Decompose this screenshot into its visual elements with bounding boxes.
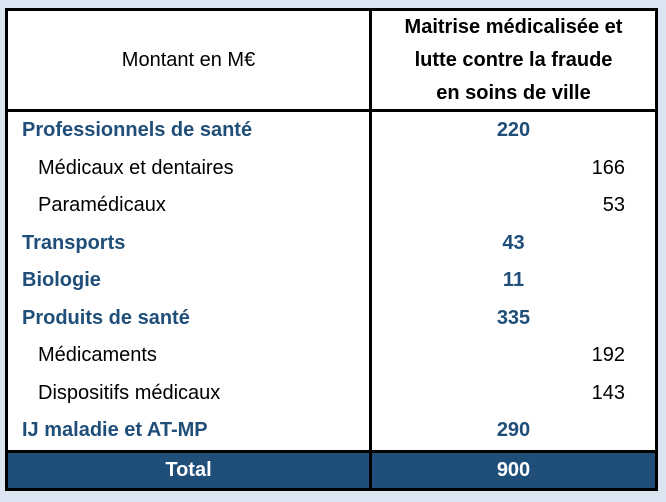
table-row: Professionnels de santé 220 <box>8 112 655 150</box>
total-row: Total 900 <box>8 449 655 488</box>
row-value: 335 <box>496 306 531 329</box>
row-value: 43 <box>502 231 525 254</box>
table-row: Produits de santé 335 <box>8 299 655 337</box>
row-value: 220 <box>496 119 531 142</box>
header-maitrise-medicalisee: Maitrise médicalisée et lutte contre la f… <box>372 11 655 109</box>
row-label: Médicaux et dentaires <box>8 149 372 187</box>
header-line: Maitrise médicalisée et <box>404 15 623 38</box>
header-line: en soins de ville <box>436 81 591 104</box>
header-montant: Montant en M€ <box>8 11 372 109</box>
table-row: Transports 43 <box>8 224 655 262</box>
total-value: 900 <box>496 458 531 481</box>
row-value: 290 <box>496 419 531 442</box>
table-row: IJ maladie et AT-MP 290 <box>8 412 655 450</box>
row-label: Dispositifs médicaux <box>8 374 372 412</box>
row-value: 11 <box>502 269 525 292</box>
table-header-row: Montant en M€ Maitrise médicalisée et lut… <box>8 11 655 112</box>
row-label: Produits de santé <box>8 299 372 337</box>
table-row: Médicaments 192 <box>8 337 655 375</box>
row-label: Médicaments <box>8 337 372 375</box>
row-value: 143 <box>591 381 625 404</box>
row-value: 192 <box>591 344 625 367</box>
table-row: Biologie 11 <box>8 262 655 300</box>
row-value: 53 <box>602 194 625 217</box>
header-line: lutte contre la fraude <box>414 48 613 71</box>
row-label: Paramédicaux <box>8 187 372 225</box>
table-body: Professionnels de santé 220 Médicaux et de… <box>8 112 655 450</box>
total-label: Total <box>8 452 372 488</box>
cost-table: Montant en M€ Maitrise médicalisée et lut… <box>5 8 658 491</box>
row-label: Biologie <box>8 262 372 300</box>
row-label: IJ maladie et AT-MP <box>8 412 372 450</box>
row-label: Professionnels de santé <box>8 112 372 150</box>
table-row: Paramédicaux 53 <box>8 187 655 225</box>
table-row: Dispositifs médicaux 143 <box>8 374 655 412</box>
row-label: Transports <box>8 224 372 262</box>
table-row: Médicaux et dentaires 166 <box>8 149 655 187</box>
row-value: 166 <box>591 156 625 179</box>
